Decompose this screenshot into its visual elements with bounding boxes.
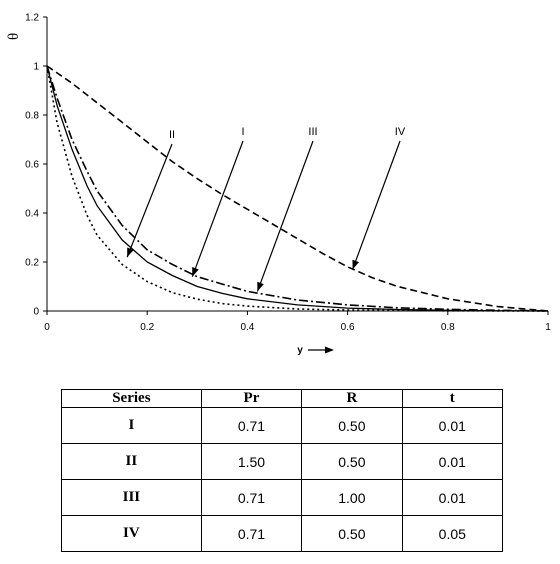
table-cell: 0.01 [401,407,504,444]
table-header: Pr [200,389,303,408]
table-header: R [301,389,403,408]
table-cell: 0.01 [401,479,504,516]
table-row: I 0.71 0.50 0.01 [61,407,504,444]
table-cell: II [61,443,202,480]
table-cell: 0.01 [401,443,504,480]
series-annotations: II I III IV [126,126,406,292]
table-row: IV 0.71 0.50 0.05 [61,515,504,552]
table-row: III 0.71 1.00 0.01 [61,479,504,516]
arrowhead-icon [257,281,264,292]
table-cell: 0.05 [401,515,504,552]
table-cell: IV [61,515,202,552]
table-cell: 1.00 [301,479,403,516]
parameter-table: Series Pr R t I 0.71 0.50 0.01 II 1.50 0… [61,389,504,552]
annotation-label: II [169,129,175,141]
x-tick-label: 0.2 [140,322,154,333]
y-tick-label: 0.6 [25,160,39,171]
x-tick-label: 0.4 [240,322,254,333]
annotation-label: III [308,126,317,138]
table-header: t [401,389,504,408]
series-lines [46,65,549,312]
y-tick-label: 0.4 [25,209,39,220]
series-line-ii [46,65,549,312]
table-cell: 0.50 [301,407,403,444]
annotation-arrow-line [352,140,401,270]
x-tick-label: 0 [44,322,50,333]
table-cell: 0.71 [200,515,303,552]
theta-profile-chart: 00.20.40.60.811.20 0.2 0.4 0.6 0.8 1 II I III IV… [6,13,551,357]
arrowhead-icon [192,267,199,277]
table-cell: I [61,407,202,444]
series-line-iii [46,65,549,312]
table-cell: 0.50 [301,515,403,552]
series-line-iv [46,65,549,312]
table-row: II 1.50 0.50 0.01 [61,443,504,480]
y-tick-label: 1.2 [25,13,39,24]
x-tick-label: 1 [545,322,551,333]
y-tick-label: 0.8 [25,111,39,122]
y-tick-label: 1 [33,62,39,73]
annotation-label: I [241,126,244,138]
series-line-i [46,65,549,312]
x-axis-label: y [297,345,303,356]
y-tick-label: 0.2 [25,258,39,269]
table-cell: 0.71 [200,407,303,444]
arrowhead-icon [352,259,360,270]
table-cell: 1.50 [200,443,303,480]
x-tick-label: 0.6 [341,322,355,333]
table-cell: III [61,479,202,516]
table-cell: 0.50 [301,443,403,480]
annotation-label: IV [395,126,406,138]
table-cell: 0.71 [200,479,303,516]
annotation-arrow-line [191,140,244,277]
axes: 0 0.2 0.4 0.6 0.8 1 1.2 0 0.2 0.4 0.6 0.8 1 [25,13,551,334]
x-axis-arrow-icon [308,346,334,354]
annotation-arrow-line [126,143,173,258]
y-axis-label: θ [6,33,22,40]
x-tick-label: 0.8 [441,322,455,333]
annotation-arrow-line [256,140,314,292]
x-axis-arrowhead-icon [325,346,334,354]
table-header-row: Series Pr R t [61,389,504,408]
arrowhead-icon [127,247,134,258]
y-tick-label: 0 [33,307,39,318]
table-header: Series [61,389,202,408]
